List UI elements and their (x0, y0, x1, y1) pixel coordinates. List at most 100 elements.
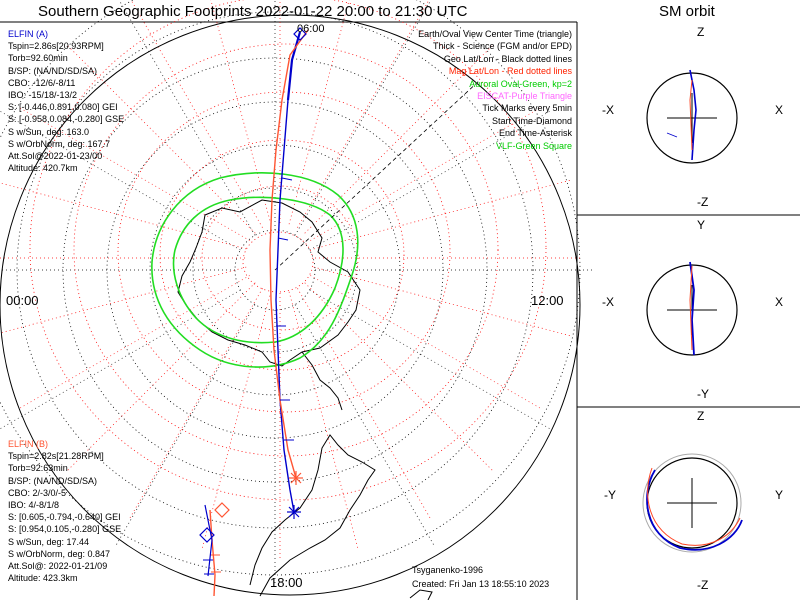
elfin-b-line: S w/Sun, deg: 17.44 (8, 536, 90, 547)
p2-bottom: -Y (697, 387, 709, 401)
model-credit: Tsyganenko-1996 (412, 565, 484, 575)
elfin-a-diamond-b (199, 527, 215, 543)
legend-item: EISCAT-Purple Triangle (477, 91, 572, 101)
meridian-line (0, 289, 241, 430)
time-label-left: 00:00 (6, 293, 39, 308)
elfin-a-line: S: [-0.958,0.084,-0.280] GSE (8, 114, 125, 125)
p3-left: -Y (604, 488, 616, 502)
meridian-line (313, 180, 570, 250)
meridian-line (129, 288, 263, 518)
track-ticks (276, 177, 294, 441)
mag-lat-circle (242, 231, 314, 293)
meridian-line (130, 0, 263, 228)
tick-mark (277, 237, 289, 241)
p2-right: X (775, 295, 784, 309)
meridian-line (288, 291, 358, 548)
auroral-oval-inner (172, 196, 344, 344)
globe-limb (0, 14, 581, 596)
island-coastline (409, 589, 433, 600)
meridian-line (118, 0, 256, 236)
p1-right: X (775, 103, 784, 117)
elfin-b-end-asterisk (289, 471, 303, 485)
peninsula-coastline (301, 351, 343, 411)
page-title: Southern Geographic Footprints 2022-01-2… (38, 3, 468, 20)
elfin-a-line: CBO: -12/6/-8/11 (8, 77, 76, 88)
meridian-line (309, 109, 553, 251)
elfin-a-line: S w/OrbNorm, deg: 167.7 (8, 138, 111, 149)
p3-top: Z (697, 409, 705, 423)
meridian-line (0, 110, 241, 251)
sm-panel-1 (646, 69, 738, 164)
legend-item: Thick - Science (FGM and/or EPD) (432, 41, 572, 52)
mag-lat-circle (29, 0, 547, 501)
p2-top: Y (697, 218, 706, 232)
elfin-b-line: S: [0.605,-0.794,-0.640] GEI (8, 512, 121, 523)
p1-left: -X (602, 103, 614, 117)
elfin-a-tick (203, 559, 214, 575)
meridian-line (304, 282, 493, 471)
meridian-line (294, 304, 436, 548)
p1-top: Z (697, 25, 705, 39)
elfin-a-line: Att.Sol@2022-01-23/00 (8, 151, 103, 161)
time-label-right: 12:00 (531, 293, 564, 308)
sm-orbit-title: SM orbit (659, 3, 715, 20)
meridian-line (20, 275, 250, 409)
meridian-line (297, 0, 430, 228)
meridian-line (210, 0, 272, 225)
south-america-coastline (249, 434, 376, 597)
meridian-line (304, 45, 493, 234)
legend-item: Mag Lat/Lon - Red dotted lines (448, 66, 572, 77)
elfin-b-line: CBO: 2/-3/0/-5 (8, 487, 67, 498)
p3-bottom: -Z (697, 578, 709, 592)
elfin-a-start-diamond (293, 27, 307, 41)
elfin-b-line: S: [0.954,0.105,-0.280] GSE (8, 524, 122, 535)
auroral-oval-outer (151, 172, 359, 368)
elfin-b-line: ELFIN (B) (8, 439, 49, 449)
elfin-a-line: S w/Sun, deg: 163.0 (8, 126, 90, 137)
p1-bottom: -Z (697, 195, 709, 209)
elfin-a-end-asterisk (287, 505, 301, 519)
elfin-b-tick (210, 554, 221, 573)
mag-lat-circle (117, 91, 451, 413)
elfin-b-science (269, 29, 309, 479)
legend-item: Start Time-Diamond (491, 115, 572, 126)
elfin-a-line: B/SP: (NA/ND/SD/SA) (8, 65, 98, 76)
elfin-b-line: Altitude: 423.3km (8, 573, 78, 584)
legend-item: Auroral Oval-Green, kp=2 (469, 78, 572, 89)
elfin-b-line: B/SP: (NA/ND/SD/SA) (8, 475, 98, 486)
elfin-a-line: S: [-0.446,0.891,0.080] GEI (8, 102, 118, 113)
time-label-bottom: 18:00 (270, 575, 303, 590)
mag-lat-circle (159, 139, 405, 371)
elfin-b-line: Torb=92.63min (8, 463, 68, 474)
tick-mark (281, 177, 293, 181)
mag-lat-circle (73, 43, 499, 457)
elfin-a-line: IBO: -15/18/-13/2 (8, 90, 78, 100)
geo-meridians (0, 0, 595, 590)
elfin-a-line: Torb=92.60min (8, 53, 68, 64)
elfin-b-start-diamond (214, 502, 230, 518)
meridian-line (114, 304, 256, 548)
elfin-a-science (286, 31, 302, 101)
meridian-line (202, 291, 272, 548)
sm-panel-3 (642, 453, 743, 553)
legend-item: End Time-Asterisk (498, 128, 572, 139)
legend-item: Earth/Oval View Center Time (triangle) (418, 29, 572, 39)
time-label-top: 06:00 (297, 23, 325, 35)
elfin-b-line: Tspin=2.82s[21.28RPM] (8, 451, 104, 462)
legend-item: Geo Lat/Lon - Black dotted lines (443, 53, 572, 64)
created-credit: Created: Fri Jan 13 18:55:10 2023 (412, 579, 550, 589)
meridian-line (288, 0, 350, 225)
elfin-a-line: Altitude: 420.7km (8, 163, 78, 174)
sm-panel-2 (646, 261, 738, 356)
meridian-line (309, 289, 553, 431)
meridian-line (313, 266, 570, 336)
meridian-line (294, 0, 432, 236)
elfin-b-track (209, 509, 216, 597)
meridian-line (310, 275, 540, 409)
p2-left: -X (602, 295, 614, 309)
elfin-b-line: S w/OrbNorm, deg: 0.847 (8, 548, 111, 559)
meridian-line (297, 288, 431, 518)
meridian-line (0, 266, 247, 334)
